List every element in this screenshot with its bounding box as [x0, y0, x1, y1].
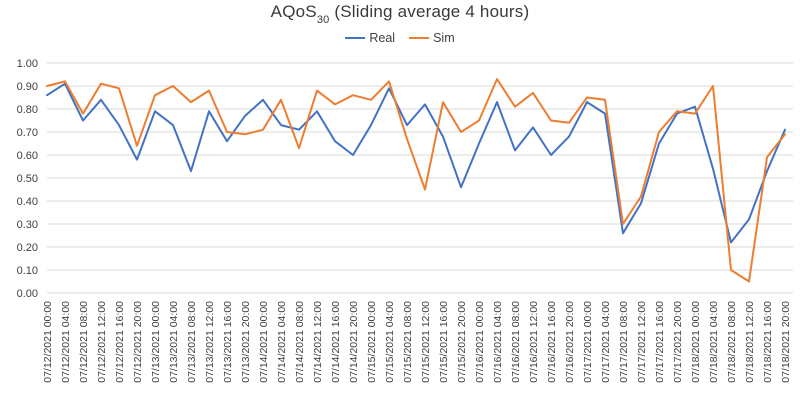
- x-tick-label: 07/13/2021 00:00: [150, 301, 162, 383]
- y-tick-label: 1.00: [17, 58, 38, 70]
- y-tick-label: 0.50: [17, 173, 38, 185]
- chart-title-text: AQoS: [270, 2, 317, 21]
- y-tick-label: 0.30: [17, 219, 38, 231]
- x-tick-label: 07/17/2021 12:00: [636, 301, 648, 383]
- y-tick-label: 0.90: [17, 81, 38, 93]
- x-tick-label: 07/15/2021 08:00: [402, 301, 414, 383]
- x-tick-label: 07/18/2021 12:00: [744, 301, 756, 383]
- x-tick-label: 07/15/2021 00:00: [366, 301, 378, 383]
- x-axis-labels: 07/12/2021 00:00 07/12/2021 04:00 07/12/20…: [42, 301, 792, 383]
- y-tick-label: 0.80: [17, 104, 38, 116]
- x-tick-label: 07/12/2021 04:00: [60, 301, 72, 383]
- x-tick-label: 07/16/2021 00:00: [474, 301, 486, 383]
- y-tick-label: 0.00: [17, 288, 38, 300]
- x-tick-label: 07/12/2021 00:00: [42, 301, 54, 383]
- x-tick-label: 07/16/2021 16:00: [546, 301, 558, 383]
- chart-title-suffix: (Sliding average 4 hours): [329, 2, 530, 21]
- legend-item-real: Real: [345, 31, 395, 45]
- sim-series-line: [46, 78, 786, 283]
- x-tick-label: 07/17/2021 00:00: [582, 301, 594, 383]
- x-tick-label: 07/18/2021 20:00: [780, 301, 792, 383]
- x-tick-label: 07/12/2021 20:00: [132, 301, 144, 383]
- x-tick-label: 07/15/2021 04:00: [384, 301, 396, 383]
- x-tick-label: 07/15/2021 20:00: [456, 301, 468, 383]
- series-lines: [46, 78, 786, 283]
- x-tick-label: 07/14/2021 20:00: [348, 301, 360, 383]
- x-tick-label: 07/18/2021 00:00: [690, 301, 702, 383]
- x-tick-label: 07/16/2021 04:00: [492, 301, 504, 383]
- y-tick-label: 0.20: [17, 242, 38, 254]
- legend: Real Sim: [0, 31, 800, 45]
- x-tick-label: 07/17/2021 08:00: [618, 301, 630, 383]
- y-tick-label: 0.60: [17, 150, 38, 162]
- x-tick-label: 07/14/2021 00:00: [258, 301, 270, 383]
- x-tick-label: 07/13/2021 12:00: [204, 301, 216, 383]
- x-tick-label: 07/13/2021 20:00: [240, 301, 252, 383]
- x-tick-label: 07/18/2021 16:00: [762, 301, 774, 383]
- x-tick-label: 07/15/2021 12:00: [420, 301, 432, 383]
- x-tick-label: 07/12/2021 08:00: [78, 301, 90, 383]
- x-tick-label: 07/16/2021 20:00: [564, 301, 576, 383]
- real-series-line: [46, 82, 786, 244]
- x-tick-label: 07/14/2021 12:00: [312, 301, 324, 383]
- sim-series-swatch: [409, 36, 430, 40]
- x-tick-label: 07/12/2021 16:00: [114, 301, 126, 383]
- x-tick-label: 07/15/2021 16:00: [438, 301, 450, 383]
- y-tick-label: 0.70: [17, 127, 38, 139]
- x-tick-label: 07/16/2021 12:00: [528, 301, 540, 383]
- real-series-swatch: [345, 36, 366, 40]
- x-tick-label: 07/17/2021 04:00: [600, 301, 612, 383]
- y-axis-labels: 0.00 0.10 0.20 0.30 0.40 0.50 0.60 0.70 0.80 0.90…: [17, 58, 38, 300]
- x-tick-label: 07/14/2021 04:00: [276, 301, 288, 383]
- x-tick-label: 07/12/2021 12:00: [96, 301, 108, 383]
- x-tick-label: 07/13/2021 04:00: [168, 301, 180, 383]
- y-tick-label: 0.10: [17, 265, 38, 277]
- x-tick-label: 07/17/2021 16:00: [654, 301, 666, 383]
- x-tick-label: 07/16/2021 08:00: [510, 301, 522, 383]
- x-tick-label: 07/13/2021 08:00: [186, 301, 198, 383]
- x-tick-label: 07/14/2021 16:00: [330, 301, 342, 383]
- legend-item-sim: Sim: [409, 31, 455, 45]
- y-tick-label: 0.40: [17, 196, 38, 208]
- x-tick-label: 07/17/2021 20:00: [672, 301, 684, 383]
- legend-label-real: Real: [369, 31, 396, 45]
- chart-title: AQoS30 (Sliding average 4 hours): [0, 2, 800, 27]
- chart-title-subscript: 30: [316, 14, 330, 27]
- x-tick-label: 07/13/2021 16:00: [222, 301, 234, 383]
- x-tick-label: 07/14/2021 08:00: [294, 301, 306, 383]
- legend-label-sim: Sim: [433, 31, 455, 45]
- x-tick-label: 07/18/2021 04:00: [708, 301, 720, 383]
- x-tick-label: 07/18/2021 08:00: [726, 301, 738, 383]
